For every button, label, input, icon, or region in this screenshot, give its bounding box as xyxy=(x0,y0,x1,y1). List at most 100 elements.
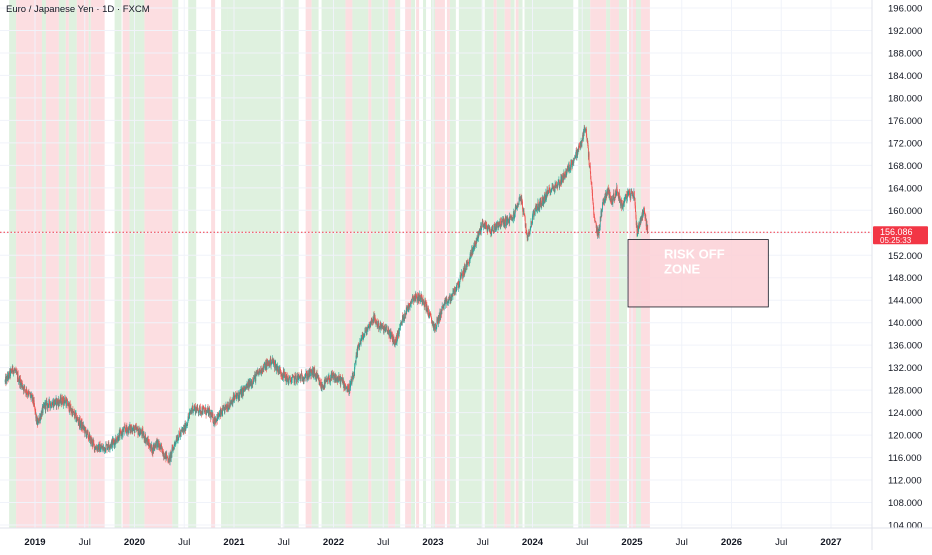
candle-body xyxy=(568,165,569,172)
candle-body xyxy=(329,380,331,383)
candle-body xyxy=(105,444,107,451)
candle-body xyxy=(105,450,106,452)
candle-body xyxy=(204,410,206,413)
candle-body xyxy=(608,188,610,198)
candle-body xyxy=(505,217,507,226)
candle-body xyxy=(401,321,403,325)
candle-body xyxy=(15,370,17,374)
candle-body xyxy=(28,392,30,394)
risk-off-band xyxy=(405,0,412,528)
candle-body xyxy=(14,369,16,372)
candle-body xyxy=(449,295,451,301)
candle-body xyxy=(590,179,592,182)
candle-body xyxy=(474,245,476,248)
candle-body xyxy=(364,330,366,335)
candle-body xyxy=(136,428,138,430)
candle-body xyxy=(31,393,32,397)
candle-body xyxy=(101,447,103,449)
candle-body xyxy=(406,306,407,314)
risk-on-band xyxy=(282,0,299,528)
candle-body xyxy=(386,326,388,331)
time-axis[interactable]: 2019 Jul 2020 Jul 2021 Jul 2022 Jul 2023 Jul 2024 J… xyxy=(0,527,932,548)
candle-body xyxy=(429,312,431,315)
candle-body xyxy=(531,223,533,224)
candle-body xyxy=(492,230,494,232)
candle-body xyxy=(170,451,172,459)
candle-body xyxy=(380,322,381,328)
price-tick-label: 184.000 xyxy=(888,71,922,82)
candle-body xyxy=(202,413,204,415)
candle-body xyxy=(329,382,331,383)
candle-body xyxy=(113,440,115,443)
candle-body xyxy=(286,374,288,377)
candle-body xyxy=(348,387,350,393)
price-axis[interactable]: 104.000 108.000 112.000 116.000 120.000 124.0… xyxy=(871,0,922,550)
candle-body xyxy=(558,181,559,183)
candle-body xyxy=(206,409,207,415)
candle-body xyxy=(531,222,533,224)
candle-body xyxy=(143,432,145,440)
candle-body xyxy=(470,253,472,257)
candle-body xyxy=(149,442,150,448)
candle-body xyxy=(526,230,528,235)
candle-body xyxy=(549,189,551,194)
candle-body xyxy=(167,460,169,462)
price-tick-label: 116.000 xyxy=(888,453,922,464)
candle-body xyxy=(511,216,513,218)
candle-body xyxy=(546,194,548,199)
candle-body xyxy=(158,442,160,448)
candle-body xyxy=(285,375,287,379)
candle-body xyxy=(525,223,527,231)
price-tick-label: 196.000 xyxy=(888,4,922,15)
candle-body xyxy=(355,355,357,363)
candle-body xyxy=(140,432,142,435)
candle-body xyxy=(635,211,637,218)
candle-body xyxy=(370,321,372,324)
candle-body xyxy=(594,216,595,218)
risk-off-zone-rect[interactable] xyxy=(627,239,769,308)
candle-body xyxy=(402,316,404,320)
candle-body xyxy=(382,325,384,328)
candle-body xyxy=(277,366,279,374)
candle-body xyxy=(173,443,175,450)
candle-body xyxy=(58,399,60,402)
candle-body xyxy=(371,317,373,322)
candle-body xyxy=(504,226,505,227)
candle-body xyxy=(555,183,557,187)
candle-body xyxy=(625,194,627,198)
risk-off-zone[interactable]: RISK OFF ZONE xyxy=(627,239,769,308)
candle-body xyxy=(45,402,47,403)
candle-body xyxy=(246,383,248,385)
candle-body xyxy=(297,376,299,380)
candle-body xyxy=(571,164,573,167)
candle-body xyxy=(196,408,198,413)
candle-body xyxy=(323,386,324,389)
candle-body xyxy=(163,456,165,459)
candle-body xyxy=(14,370,16,372)
candle-body xyxy=(131,427,133,433)
candle-body xyxy=(361,337,363,339)
candle-body xyxy=(572,160,574,162)
candle-body xyxy=(421,294,422,297)
candle-body xyxy=(79,418,81,427)
candle-body xyxy=(484,223,486,226)
candle-body xyxy=(139,433,140,437)
candle-body xyxy=(59,401,61,404)
candle-body xyxy=(236,393,238,395)
candle-body xyxy=(276,366,277,371)
risk-off-band xyxy=(416,0,420,528)
candle-body xyxy=(163,451,164,458)
candle-body xyxy=(274,361,275,369)
chart-title[interactable]: Euro / Japanese Yen · 1D · FXCM xyxy=(6,4,150,15)
candle-body xyxy=(458,281,460,285)
candle-body xyxy=(241,389,243,397)
candle-body xyxy=(395,339,396,343)
candle-body xyxy=(384,327,386,331)
candle-body xyxy=(62,397,63,404)
candle-body xyxy=(444,299,446,306)
candle-body xyxy=(578,144,580,150)
candle-body xyxy=(412,297,414,299)
candle-body xyxy=(349,384,351,391)
